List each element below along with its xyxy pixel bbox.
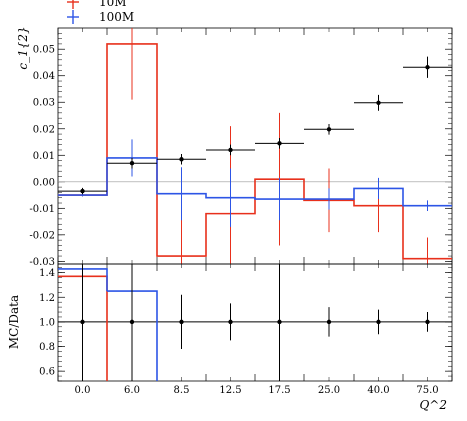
ratio-data-point-0: [80, 319, 85, 325]
x-tick-label-3: 12.5: [219, 385, 241, 396]
ratio-data-point-6: [376, 319, 381, 325]
main-ytick-label-7: 0.04: [33, 71, 55, 82]
ratio-data-point-7: [425, 319, 430, 325]
main-ytick-label-1: -0.02: [29, 230, 55, 241]
ratio-ytick-label-4: 1.4: [39, 268, 55, 279]
ratio-data-point-4: [277, 319, 282, 325]
main-ytick-label-5: 0.02: [33, 124, 55, 135]
ratio-frame: [57, 263, 453, 382]
ratio-ytick-label-3: 1.2: [39, 293, 55, 304]
data-point-2: [179, 157, 184, 162]
x-tick-label-0: 0.0: [75, 385, 91, 396]
main-frame: [57, 27, 453, 265]
ratio-data-point-1: [129, 319, 135, 325]
ratio-data-point-5: [326, 319, 332, 325]
ratio-ytick-label-0: 0.6: [39, 367, 55, 378]
ratio-data-point-2: [179, 319, 184, 325]
main-ytick-label-6: 0.03: [33, 98, 55, 109]
main-ytick-label-3: 0.00: [33, 177, 55, 188]
main-ytick-label-8: 0.05: [33, 45, 55, 56]
data-point-7: [425, 65, 430, 70]
ratio-ytick-label-2: 1.0: [39, 317, 55, 328]
main-ytick-label-0: -0.03: [29, 257, 55, 268]
legend-label-0: 10M: [99, 0, 127, 9]
ratio-panel: 0.6 0.8 1.0 1.2 1.4 0.0 6.0 8.5 12.5 17.5 25.0 40.0…: [7, 263, 453, 412]
data-point-1: [129, 161, 135, 166]
legend-label-1: 100M: [99, 10, 134, 24]
data-point-6: [376, 100, 381, 105]
x-tick-label-5: 25.0: [318, 385, 340, 396]
x-tick-label-7: 75.0: [416, 385, 438, 396]
data-point-0: [80, 188, 85, 194]
series-10m-step-line: [58, 43, 452, 260]
main-ytick-label-4: 0.01: [33, 151, 55, 162]
series-100m-step-line: [58, 157, 452, 207]
ratio-y-axis-title: MC/Data: [7, 295, 21, 349]
data-point-5: [326, 127, 332, 132]
main-ytick-label-2: -0.01: [29, 204, 55, 215]
x-tick-label-6: 40.0: [367, 385, 389, 396]
series-100m-ratio-line: [58, 268, 158, 381]
ratio-data-point-3: [228, 319, 233, 325]
main-y-axis-title: c_1{2}: [16, 26, 30, 69]
data-point-3: [228, 147, 233, 153]
data-point-4: [277, 141, 282, 146]
x-axis-title: Q^2: [419, 398, 447, 412]
ratio-ytick-label-1: 0.8: [39, 342, 55, 353]
x-tick-label-1: 6.0: [124, 385, 140, 396]
x-tick-label-2: 8.5: [174, 385, 190, 396]
x-tick-label-4: 17.5: [268, 385, 290, 396]
main-panel: -0.03 -0.02 -0.01 0.00 0.01 0.02 0.03 0.04 0.05c…: [16, 26, 453, 268]
